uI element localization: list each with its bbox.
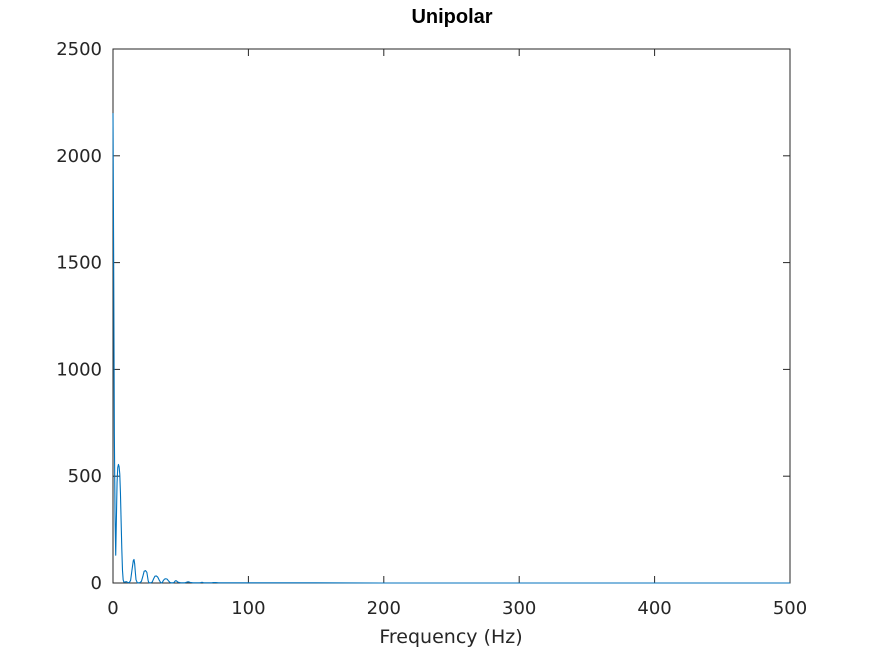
y-tick-label: 1500	[56, 253, 102, 274]
axes-box	[112, 48, 791, 584]
y-tick-label: 1000	[56, 359, 102, 380]
x-axis-label: Frequency (Hz)	[379, 626, 522, 648]
y-axis: 0 500 1000 1500 2000 2500	[56, 39, 790, 594]
x-tick-label: 100	[231, 598, 265, 619]
x-axis: 0 100 200 300 400 500	[107, 49, 807, 619]
x-tick-label: 300	[502, 598, 536, 619]
x-tick-label: 400	[637, 598, 671, 619]
y-tick-label: 500	[68, 466, 102, 487]
y-tick-label: 0	[91, 573, 102, 594]
x-tick-label: 500	[773, 598, 807, 619]
series-line	[112, 113, 790, 584]
y-tick-label: 2500	[56, 39, 102, 60]
x-tick-label: 200	[367, 598, 401, 619]
x-tick-label: 0	[107, 598, 118, 619]
y-tick-label: 2000	[56, 146, 102, 167]
chart-title: Unipolar	[411, 6, 492, 28]
plot-area	[112, 48, 791, 584]
